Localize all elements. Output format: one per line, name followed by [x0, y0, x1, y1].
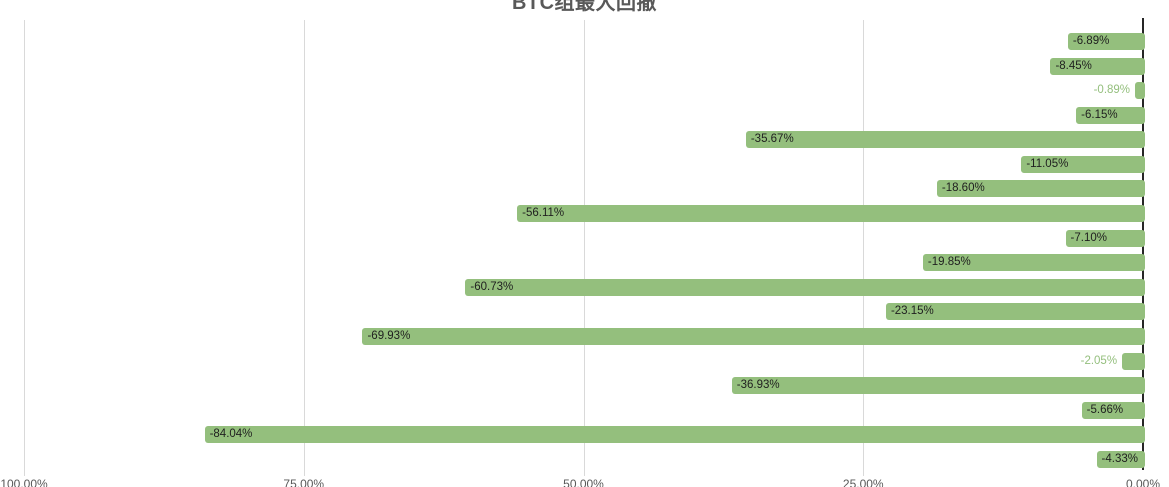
gridline — [583, 20, 585, 476]
bar-value-label: -5.66% — [1086, 403, 1124, 416]
bar[interactable] — [745, 131, 1145, 149]
bar-value-label: -6.15% — [1081, 108, 1118, 121]
x-axis-tick-label: 75.00% — [283, 477, 325, 487]
bar-value-label: -84.04% — [209, 428, 253, 441]
gridline — [24, 20, 25, 476]
bar-value-label: -36.93% — [736, 379, 780, 392]
bar[interactable] — [1096, 450, 1145, 468]
bar[interactable] — [922, 254, 1145, 272]
bar[interactable] — [1065, 229, 1145, 247]
bar-value-label: -35.67% — [750, 133, 794, 146]
bar-value-label: -19.85% — [927, 256, 971, 269]
gridline — [303, 20, 305, 476]
bar[interactable] — [204, 426, 1145, 444]
bar[interactable] — [1081, 401, 1145, 419]
x-axis-tick-label: 25.00% — [842, 477, 884, 487]
bar[interactable] — [1122, 352, 1145, 370]
bar[interactable] — [885, 303, 1145, 321]
bar[interactable] — [362, 327, 1145, 345]
x-axis-tick-label: 0.00% — [1125, 477, 1161, 487]
bar-value-label: -23.15% — [890, 305, 934, 318]
bar[interactable] — [1076, 106, 1145, 124]
bar[interactable] — [517, 205, 1145, 223]
bar-value-label: -8.45% — [1055, 59, 1092, 72]
x-axis-tick-label: 50.00% — [563, 477, 604, 487]
bar-value-label: -18.60% — [941, 182, 985, 195]
bar[interactable] — [936, 180, 1145, 198]
bar[interactable] — [1067, 33, 1145, 50]
bar[interactable] — [1135, 82, 1145, 100]
x-axis-tick-label: 100.00% — [0, 477, 48, 487]
bar-value-label: -4.33% — [1101, 452, 1138, 465]
bar-value-label: -6.89% — [1072, 35, 1110, 47]
bar[interactable] — [731, 377, 1145, 395]
chart-title: BTC组最大回撤 — [511, 0, 658, 14]
bar-value-label: -11.05% — [1026, 157, 1069, 170]
bar[interactable] — [1050, 57, 1145, 75]
gridline — [863, 20, 865, 476]
bar-value-label: -0.89% — [1093, 84, 1131, 97]
bar-value-label: -7.10% — [1070, 231, 1107, 244]
bar-value-label: -2.05% — [1080, 354, 1118, 367]
bar-value-label: -56.11% — [522, 207, 565, 220]
bar[interactable] — [1021, 155, 1145, 173]
bar[interactable] — [465, 278, 1145, 296]
bar-value-label: -60.73% — [470, 280, 514, 293]
bar-value-label: -69.93% — [367, 329, 411, 342]
